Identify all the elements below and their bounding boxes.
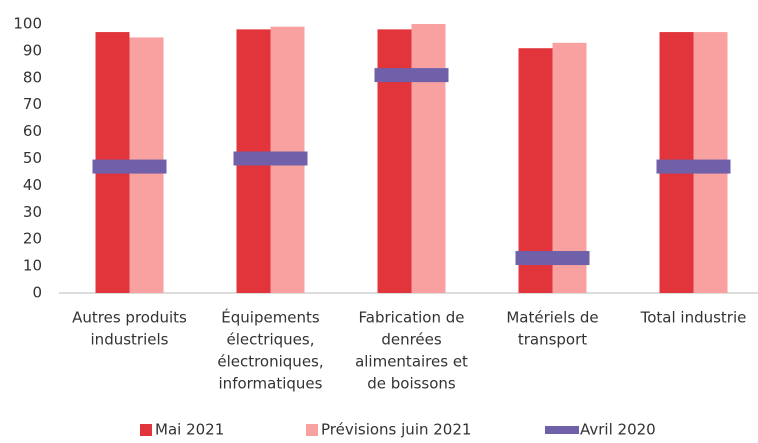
legend-swatch <box>545 426 579 434</box>
x-tick-label: électriques, <box>227 331 315 349</box>
legend-swatch <box>140 424 152 436</box>
marker <box>92 159 167 174</box>
x-tick-label: industriels <box>91 331 169 349</box>
x-tick-label: transport <box>518 331 587 349</box>
legend-swatch <box>306 424 318 436</box>
y-tick-label: 80 <box>23 68 42 86</box>
marker <box>656 159 731 174</box>
y-tick-label: 60 <box>23 122 42 140</box>
y-tick-label: 70 <box>23 95 42 113</box>
marker <box>515 251 590 266</box>
y-tick-label: 40 <box>23 176 42 194</box>
y-tick-label: 50 <box>23 149 42 167</box>
x-tick-label: alimentaires et <box>355 353 468 371</box>
x-tick-label: informatiques <box>219 375 323 393</box>
legend-label: Prévisions juin 2021 <box>321 421 471 439</box>
x-tick-label: denrées <box>381 331 442 349</box>
legend-label: Mai 2021 <box>155 421 224 439</box>
y-tick-label: 30 <box>23 203 42 221</box>
y-tick-label: 20 <box>23 230 42 248</box>
marker <box>374 68 449 83</box>
x-tick-label: Équipements <box>221 308 320 327</box>
y-tick-label: 90 <box>23 41 42 59</box>
x-tick-label: de boissons <box>367 375 456 393</box>
bar <box>411 24 446 293</box>
x-tick-label: Matériels de <box>506 309 598 327</box>
x-tick-label: Total industrie <box>640 309 747 327</box>
marker <box>233 151 308 166</box>
y-tick-label: 100 <box>13 15 42 33</box>
x-tick-label: Fabrication de <box>359 309 465 327</box>
x-tick-label: Autres produits <box>72 309 187 327</box>
legend-label: Avril 2020 <box>580 421 656 439</box>
x-tick-label: électroniques, <box>217 353 323 371</box>
y-tick-label: 10 <box>23 257 42 275</box>
y-tick-label: 0 <box>32 284 42 302</box>
